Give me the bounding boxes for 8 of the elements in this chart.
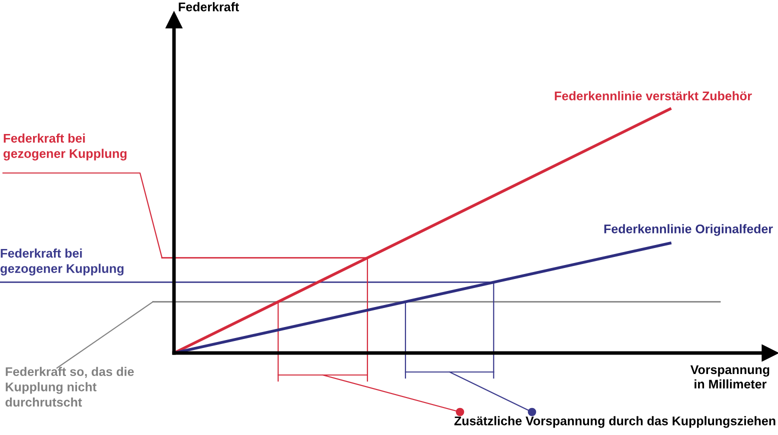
ref-line-label: Federkraft bei gezogener Kupplung bbox=[0, 248, 124, 276]
series-label: Federkennlinie Originalfeder bbox=[604, 224, 773, 236]
ref-line-label: Federkraft bei gezogener Kupplung bbox=[4, 134, 126, 160]
ref-line-label: Federkraft so, das die Kupplung nicht durchrutscht bbox=[6, 366, 134, 407]
text: Zusätzliche Vorspannung durch das Kupplungsziehen bbox=[454, 416, 776, 428]
series-label: Federkennlinie verstärkt Zubehör bbox=[554, 91, 752, 100]
text: Federkraft bbox=[178, 2, 239, 12]
x-axis-title: Vorspannung in Millimeter bbox=[690, 365, 770, 389]
